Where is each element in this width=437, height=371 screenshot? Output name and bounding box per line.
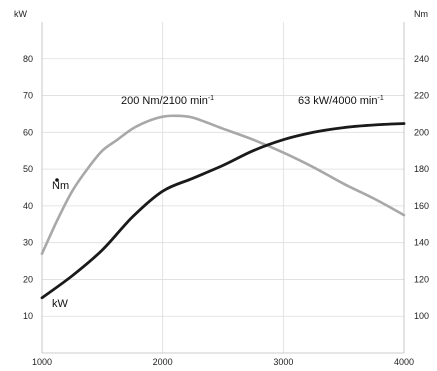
left-y-tick-label: 80 xyxy=(23,54,33,64)
left-y-tick-label: 60 xyxy=(23,127,33,137)
torque-series-label: Nm xyxy=(52,180,69,192)
power-peak-sup: -1 xyxy=(377,95,383,102)
power-curve xyxy=(40,122,406,300)
grid-lines xyxy=(42,22,404,353)
left-y-tick-label: 50 xyxy=(23,164,33,174)
torque-curve xyxy=(40,114,406,255)
torque-peak-annotation: 200 Nm/2100 min-1 xyxy=(121,95,214,107)
power-peak-text: 63 kW/4000 min xyxy=(298,95,377,107)
x-tick-label: 3000 xyxy=(273,357,293,367)
right-y-tick-label: 240 xyxy=(414,54,429,64)
left-y-tick-label: 20 xyxy=(23,274,33,284)
right-y-tick-label: 200 xyxy=(414,127,429,137)
right-y-tick-label: 220 xyxy=(414,91,429,101)
left-y-tick-label: 40 xyxy=(23,201,33,211)
torque-peak-text: 200 Nm/2100 min xyxy=(121,95,208,107)
x-tick-label: 4000 xyxy=(394,357,414,367)
left-y-tick-label: 70 xyxy=(23,91,33,101)
torque-peak-sup: -1 xyxy=(208,95,214,102)
series-lines xyxy=(40,114,406,300)
left-axis-unit: kW xyxy=(14,9,28,19)
right-y-tick-label: 160 xyxy=(414,201,429,211)
left-y-tick-label: 30 xyxy=(23,238,33,248)
right-y-tick-label: 140 xyxy=(414,238,429,248)
power-peak-annotation: 63 kW/4000 min-1 xyxy=(298,95,384,107)
power-series-label: kW xyxy=(52,298,69,310)
left-y-tick-label: 10 xyxy=(23,311,33,321)
right-y-tick-label: 180 xyxy=(414,164,429,174)
right-y-tick-label: 100 xyxy=(414,311,429,321)
axes: 1000 2000 3000 4000 10 20 30 40 50 60 70 80 100 120 14… xyxy=(23,22,429,367)
right-y-tick-label: 120 xyxy=(414,274,429,284)
chart-labels: kW Nm 200 Nm/2100 min-1 63 kW/4000 min-1… xyxy=(14,9,428,310)
x-tick-label: 1000 xyxy=(32,357,52,367)
torque-label-marker xyxy=(55,178,59,182)
right-axis-unit: Nm xyxy=(414,9,428,19)
x-tick-label: 2000 xyxy=(153,357,173,367)
